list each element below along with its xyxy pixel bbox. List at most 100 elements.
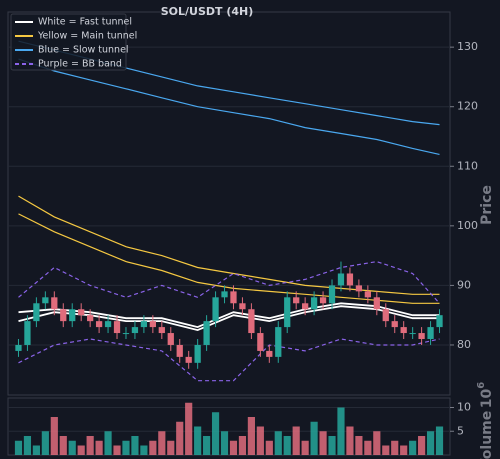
candle-body [194,344,201,363]
legend-label: White = Fast tunnel [38,17,132,28]
y-axis-label: Price [479,185,495,225]
volume-bar [355,436,363,455]
volume-bar [373,431,381,455]
volume-bar [238,436,247,455]
y-tick-label: 90 [457,278,471,291]
candle-body [275,327,282,357]
volume-bar [346,426,354,455]
candle-body [60,309,67,322]
candle-body [400,327,407,334]
volume-bar [265,440,273,455]
volume-bar [32,445,40,455]
volume-axis-label: Volume [479,411,495,459]
candle-body [310,297,318,310]
volume-bar [409,440,417,455]
candle-body [391,321,398,328]
volume-bar [435,426,444,455]
candle-body [33,303,40,322]
line-upper [18,260,440,304]
candle-body [364,291,371,298]
candle-body [257,333,264,351]
candle-body [319,297,327,304]
legend-box [10,13,127,71]
volume-bar [86,436,94,455]
volume-bar [167,440,175,455]
volume-bar [400,445,408,455]
candle-body [158,327,165,334]
candle-body [140,321,148,328]
candle-body [113,321,121,334]
candle-body [337,273,345,286]
volume-bar [211,412,220,455]
candle-body [131,327,139,334]
volume-bar [319,431,327,455]
candle-body [373,297,380,310]
volume-bar [274,431,282,455]
volume-bar [176,421,184,455]
chart-title: SOL/USDT (4H) [161,5,254,18]
volume-bar [283,436,291,455]
candle-body [221,291,228,298]
line-lower [18,338,440,382]
volume-scale-exp: 6 [476,382,487,389]
volume-scale: 106 [476,382,495,408]
volume-scale-base: 10 [479,388,495,408]
volume-bar [14,440,23,455]
candle-body [302,303,309,310]
line-lower [18,58,440,155]
candle-body [266,350,273,357]
candle-body [176,344,183,357]
candle-body [51,297,58,310]
candle-body [293,297,300,304]
candle-body [42,297,49,304]
price-panel [7,11,451,396]
candle-body [346,273,354,286]
candle-body [230,291,237,304]
candle-body [239,303,246,310]
y-tick-label: 110 [457,159,478,172]
candle-body [122,333,130,335]
candle-body [185,356,192,363]
volume-bar [220,431,229,455]
volume-bar [426,431,435,455]
legend-label: Yellow = Main tunnel [37,31,137,42]
candle-body [355,285,363,292]
vol-tick-label: 5 [457,424,464,437]
volume-bar [337,407,345,455]
volume-bar [122,440,130,455]
candle-body [409,333,416,335]
volume-bar [256,426,264,455]
volume-bar [95,440,103,455]
candle-body [95,321,103,328]
volume-bar [23,436,32,455]
y-tick-label: 100 [457,219,478,232]
vol-tick-label: 10 [457,401,471,414]
candle-body [78,309,85,316]
candle-body [167,333,174,345]
volume-bar [247,417,255,455]
volume-bar [391,440,399,455]
volume-bar [310,421,318,455]
volume-bar [292,426,300,455]
candle-body [203,321,210,345]
candle-body [69,309,76,322]
volume-bar [140,445,148,455]
candle-body [104,321,112,328]
volume-bar [77,445,85,455]
candle-body [15,344,22,351]
volume-bar [104,431,112,455]
candle-body [436,315,443,328]
candle-body [87,315,94,322]
candle-body [24,321,31,345]
candle-body [248,309,255,334]
candle-body [418,333,425,340]
volume-bar [59,436,67,455]
volume-bar [50,417,58,455]
legend-label: Blue = Slow tunnel [38,45,129,56]
candle-body [427,327,434,340]
legend-label: Purple = BB band [38,59,122,70]
y-tick-label: 130 [457,40,478,53]
volume-bar [328,436,336,455]
volume-bar [229,440,238,455]
volume-bar [203,436,211,455]
